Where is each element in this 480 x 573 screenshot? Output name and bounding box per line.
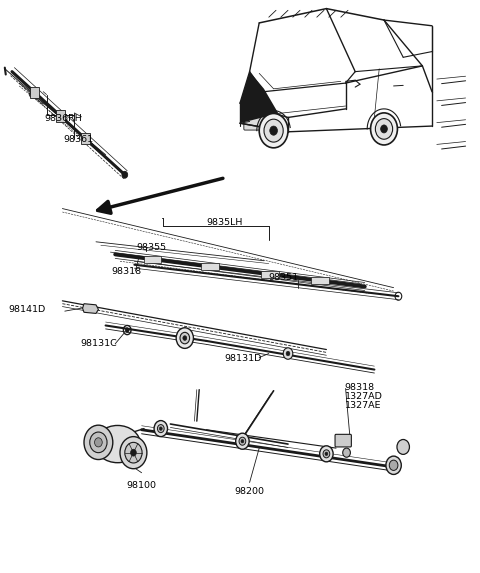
Polygon shape: [202, 263, 219, 270]
Circle shape: [122, 171, 128, 178]
Text: 98361: 98361: [64, 135, 94, 144]
Text: 98100: 98100: [127, 481, 156, 490]
Circle shape: [283, 348, 293, 359]
Polygon shape: [261, 271, 278, 278]
Polygon shape: [144, 256, 161, 262]
Circle shape: [159, 427, 162, 430]
Circle shape: [90, 432, 107, 453]
Circle shape: [176, 328, 193, 348]
Circle shape: [397, 439, 409, 454]
Text: 1327AE: 1327AE: [345, 401, 381, 410]
Circle shape: [239, 437, 246, 445]
Circle shape: [131, 449, 136, 456]
Polygon shape: [56, 110, 65, 121]
Polygon shape: [83, 304, 98, 313]
FancyBboxPatch shape: [244, 113, 272, 130]
Circle shape: [286, 351, 290, 356]
Text: 98131D: 98131D: [225, 354, 262, 363]
Circle shape: [325, 452, 328, 456]
Ellipse shape: [95, 425, 140, 463]
Circle shape: [125, 442, 142, 463]
Text: 9836RH: 9836RH: [44, 114, 82, 123]
Circle shape: [84, 425, 113, 460]
Text: 98141D: 98141D: [9, 305, 46, 315]
Text: 98355: 98355: [137, 243, 167, 252]
Circle shape: [264, 119, 283, 142]
Circle shape: [343, 448, 350, 457]
Circle shape: [320, 446, 333, 462]
Circle shape: [180, 332, 190, 344]
Polygon shape: [81, 133, 90, 144]
Circle shape: [125, 328, 129, 332]
Circle shape: [154, 421, 168, 437]
Circle shape: [95, 438, 102, 447]
Circle shape: [381, 125, 387, 133]
Text: 9835LH: 9835LH: [206, 218, 243, 227]
Circle shape: [323, 450, 330, 458]
Text: 98318: 98318: [111, 266, 142, 276]
Text: 98351: 98351: [269, 273, 299, 282]
Circle shape: [270, 126, 277, 135]
Polygon shape: [30, 87, 39, 98]
Circle shape: [386, 456, 401, 474]
Circle shape: [259, 113, 288, 148]
Circle shape: [375, 119, 393, 139]
Circle shape: [183, 336, 187, 340]
Text: 1327AD: 1327AD: [345, 392, 383, 401]
Circle shape: [241, 439, 244, 443]
Text: 98131C: 98131C: [81, 339, 118, 348]
Text: 98200: 98200: [235, 486, 264, 496]
Polygon shape: [240, 72, 278, 123]
FancyBboxPatch shape: [335, 434, 351, 447]
Circle shape: [389, 460, 398, 470]
Text: 98318: 98318: [345, 383, 375, 393]
Polygon shape: [311, 277, 328, 284]
Circle shape: [157, 425, 164, 433]
Circle shape: [236, 433, 249, 449]
Circle shape: [120, 437, 147, 469]
Circle shape: [371, 113, 397, 145]
